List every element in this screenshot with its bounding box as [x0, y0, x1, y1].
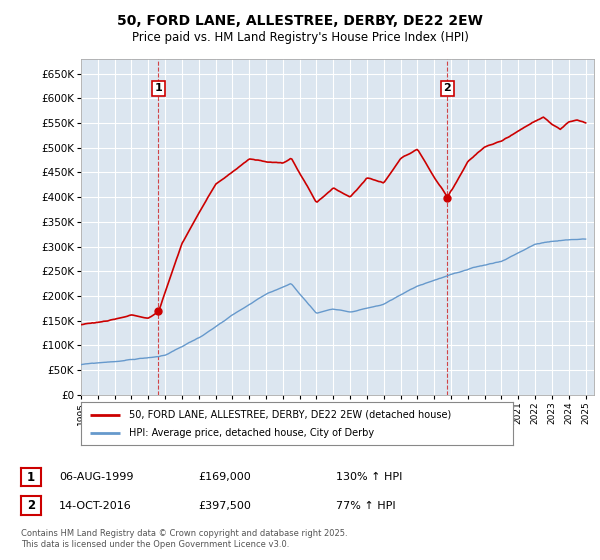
Text: 14-OCT-2016: 14-OCT-2016 [59, 501, 131, 511]
Text: 2: 2 [443, 83, 451, 94]
Text: £397,500: £397,500 [198, 501, 251, 511]
Text: 2: 2 [27, 499, 35, 512]
Text: Contains HM Land Registry data © Crown copyright and database right 2025.
This d: Contains HM Land Registry data © Crown c… [21, 529, 347, 549]
Text: £169,000: £169,000 [198, 472, 251, 482]
Text: Price paid vs. HM Land Registry's House Price Index (HPI): Price paid vs. HM Land Registry's House … [131, 31, 469, 44]
Text: HPI: Average price, detached house, City of Derby: HPI: Average price, detached house, City… [128, 428, 374, 438]
Text: 1: 1 [27, 470, 35, 484]
Text: 77% ↑ HPI: 77% ↑ HPI [336, 501, 395, 511]
Text: 130% ↑ HPI: 130% ↑ HPI [336, 472, 403, 482]
Text: 06-AUG-1999: 06-AUG-1999 [59, 472, 133, 482]
Text: 50, FORD LANE, ALLESTREE, DERBY, DE22 2EW (detached house): 50, FORD LANE, ALLESTREE, DERBY, DE22 2E… [128, 409, 451, 419]
Text: 50, FORD LANE, ALLESTREE, DERBY, DE22 2EW: 50, FORD LANE, ALLESTREE, DERBY, DE22 2E… [117, 14, 483, 28]
Text: 1: 1 [154, 83, 162, 94]
